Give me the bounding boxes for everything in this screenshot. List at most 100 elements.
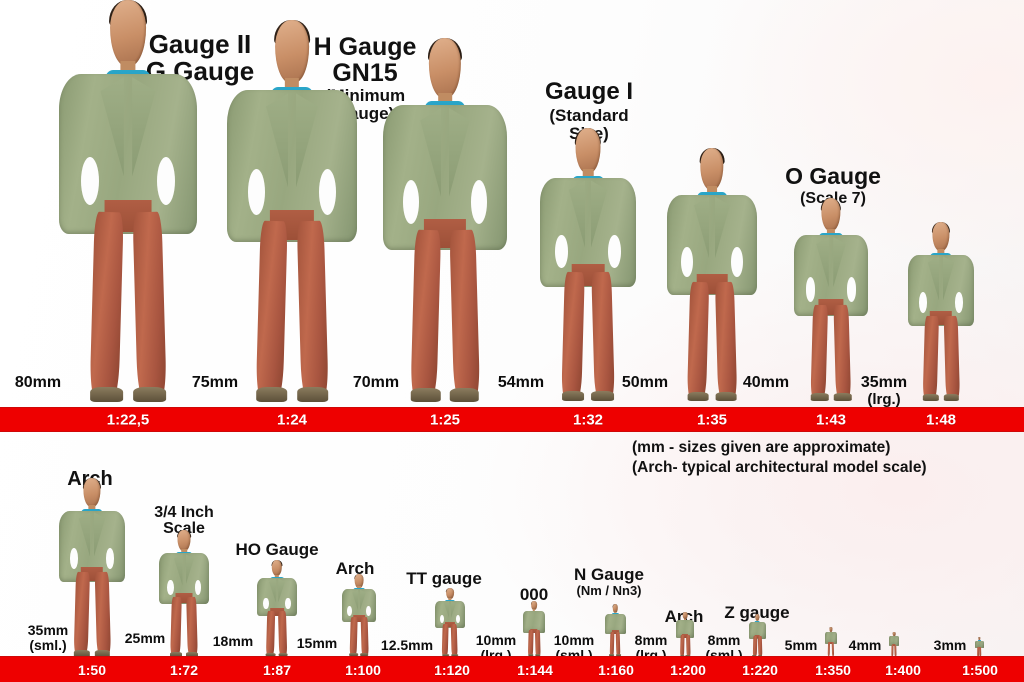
approximation-notes: (mm - sizes given are approximate) (Arch… [632,439,927,476]
figure-legs [349,617,369,657]
heading-main: N Gauge [574,564,644,584]
figure-arm-gap-left [347,606,352,617]
figure-shoe-right [615,654,621,657]
ratio-1-160: 1:160 [598,661,634,678]
figure-head [446,588,454,600]
mm-label-1-24: 75mm [192,358,238,392]
mm-value: 4mm [848,636,882,653]
heading-o-gauge: O Gauge (Scale 7) [738,141,928,232]
figure-1-24 [227,20,357,402]
heading-n-gauge: N Gauge (Nm / Nn3) [544,548,674,616]
figure-leg-left [73,572,90,657]
figure-jacket [383,104,507,250]
figure-arm-gap-left [402,180,419,224]
figure-hips [270,608,284,616]
figure-shoe-left [349,653,358,657]
figure-arm-gap-right [285,597,291,610]
ratio-1-43: 1:43 [815,411,847,428]
figure-1-48 [908,222,974,401]
figure-head [700,148,724,190]
figure-legs [255,221,329,402]
figure-lapel-left [78,512,91,557]
figure-leg-right [894,644,897,657]
figure-shoe-left [922,394,939,401]
figure-hips [754,635,760,639]
heading-main: Gauge II G Gauge [145,29,255,87]
figure-lapel-left [352,589,358,611]
figure-1-32 [540,128,636,402]
mm-value: 75mm [191,373,239,391]
figure-shoe-right [534,654,541,657]
figure-1-500 [974,637,984,657]
figure-shoe-right [833,393,852,401]
ratio-1-200: 1:200 [670,661,706,678]
figure-jacket [908,254,974,327]
figure-jacket [748,621,766,639]
figure-jacket [889,636,899,647]
heading-main: TT gauge [406,568,482,588]
mm-qualifier: (sml.) [29,636,67,653]
heading-ho-gauge: HO Gauge [207,523,347,558]
mm-label-1-350: 5mm [785,623,818,653]
mm-label-1-72: 25mm [125,616,165,646]
figure-head [275,20,309,83]
mm-value: 8mm [707,631,741,648]
figure-arm-gap-left [247,169,265,215]
figure-arm-gap-left [263,597,269,610]
figure-hips [175,593,193,604]
figure-hips [828,641,834,644]
figure-leg-right [534,630,541,657]
figure-head [977,637,981,641]
figure-shoe-right [360,653,369,657]
figure-leg-left [255,221,288,401]
figure-arm-gap-right [954,291,964,314]
figure-neck [826,228,836,237]
figure-arm-gap-right [105,547,115,570]
heading-arch-1-100: Arch [300,542,410,577]
figure-head [829,627,833,632]
figure-shoe-right [94,650,111,657]
heading-main: Arch [335,558,375,578]
mm-value: 18mm [212,632,254,649]
figure-head [932,222,950,252]
figure-head [110,0,146,66]
figure-1-50 [59,478,125,657]
figure-arm-gap-left [555,234,568,268]
figure-leg-right [833,304,852,401]
figure-shoe-left [609,654,615,657]
figure-shoe-left [410,388,441,402]
figure-jacket [667,194,757,296]
figure-jacket [540,178,636,288]
figure-leg-left [265,610,276,657]
figure-lapel-right [590,180,608,248]
mm-value: 50mm [621,373,669,391]
figure-neck [448,598,452,602]
figure-1-350 [825,627,837,657]
figure-lapel-right [360,589,366,611]
ratio-1-32: 1:32 [572,411,604,428]
figure-lapel-right [833,236,846,288]
ratio-1-25: 1:25 [429,411,461,428]
figure-arm-gap-right [156,157,175,206]
figure-leg-right [360,617,369,657]
ratio-1-24: 1:24 [276,411,308,428]
figure-hips [681,634,689,638]
mm-value: 70mm [352,373,400,391]
figure-lapel-left [694,196,710,260]
figure-legs [752,636,762,657]
figure-arm-gap-right [319,169,337,215]
figure-neck [756,620,758,623]
heading-main: H Gauge GN15 [313,33,417,87]
figure-shoe-left [265,652,276,657]
figure-shoe-left [89,386,123,402]
figure-arm-gap-left [69,547,79,570]
figure-legs [73,572,111,657]
figure-jacket [604,613,626,635]
figure-leg-right [449,229,480,401]
figure-lapel-left [444,601,450,618]
figure-arm-gap-right [846,277,857,302]
figure-1-25 [383,38,507,402]
heading-sub: (Scale 7) [800,189,866,207]
figure-shoe-left [687,391,709,402]
